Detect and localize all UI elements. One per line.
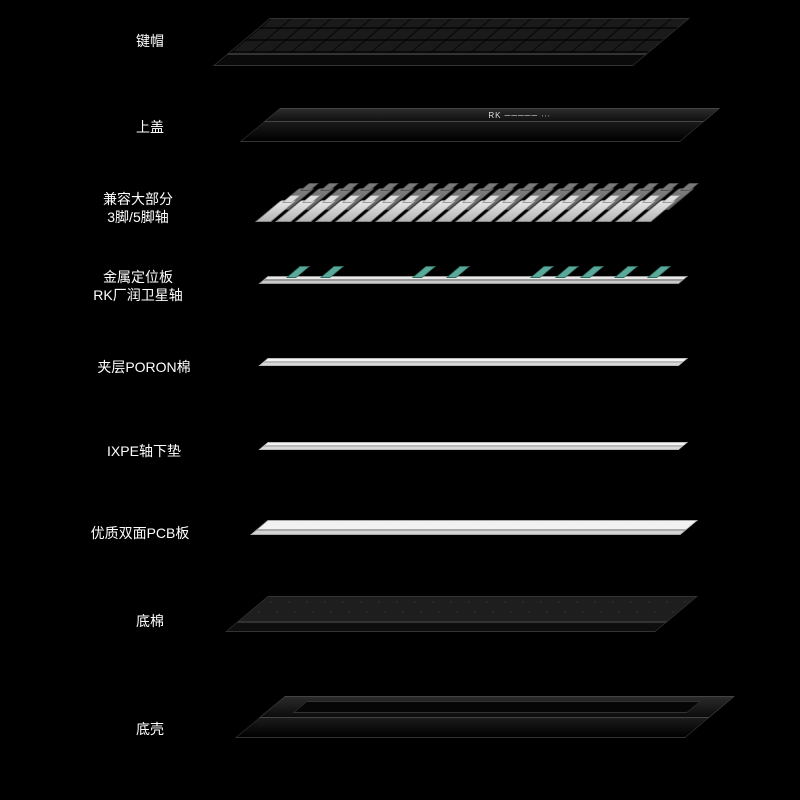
- layer-label-bottom-case: 底壳: [90, 720, 210, 738]
- layer-label-keycaps: 键帽: [90, 32, 210, 50]
- layer-visual-keycaps: [270, 18, 690, 36]
- layer-label-metal-plate: 金属定位板 RK厂润卫星轴: [78, 268, 198, 304]
- layer-label-top-cover: 上盖: [90, 118, 210, 136]
- layer-visual-pcb: [268, 520, 698, 538]
- brand-badge: RK ───── ∙∙∙: [489, 111, 552, 120]
- layer-visual-ixpe-pad: [268, 442, 688, 460]
- layer-label-switches: 兼容大部分 3脚/5脚轴: [78, 190, 198, 226]
- layer-label-pcb: 优质双面PCB板: [80, 524, 200, 542]
- layer-label-ixpe-pad: IXPE轴下垫: [84, 442, 204, 460]
- layer-visual-poron-foam: [268, 358, 688, 376]
- layer-label-bottom-foam: 底棉: [90, 612, 210, 630]
- layer-visual-metal-plate: [268, 276, 688, 294]
- layer-label-poron-foam: 夹层PORON棉: [84, 358, 204, 376]
- layer-visual-bottom-foam: [268, 596, 698, 614]
